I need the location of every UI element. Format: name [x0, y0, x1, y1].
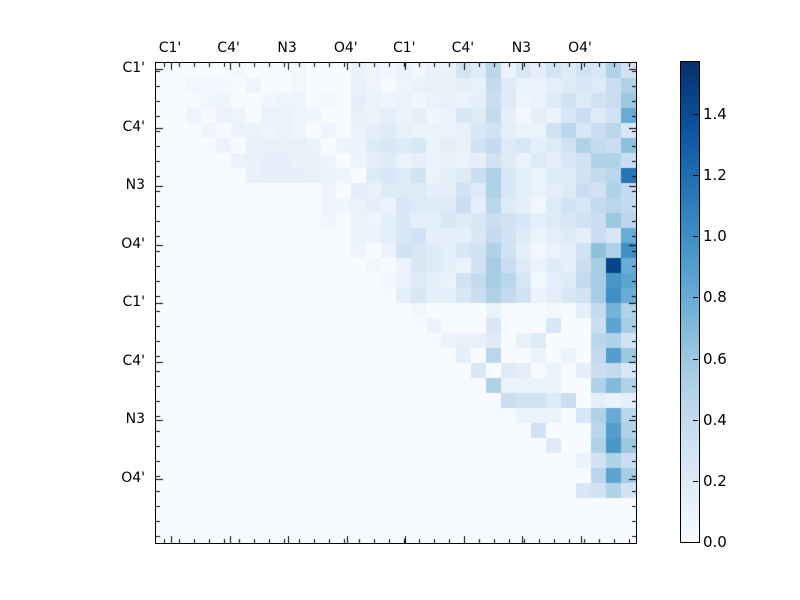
x-axis-tick-label: O4'	[333, 40, 358, 56]
x-axis-tick-label: C1'	[158, 40, 182, 56]
colorbar-tick-label: 0.0	[703, 533, 727, 551]
y-axis-tick-label: C1'	[122, 294, 145, 311]
colorbar	[680, 61, 700, 543]
x-axis-tick-label: N3	[511, 40, 532, 56]
colorbar-tick-mark	[693, 420, 698, 421]
x-axis-tick-label: C4'	[217, 40, 240, 56]
y-axis-tick-label: O4'	[121, 235, 145, 252]
colorbar-tick-label: 0.6	[703, 350, 727, 368]
colorbar-tick-mark	[693, 175, 698, 176]
colorbar-tick-mark	[693, 114, 698, 115]
y-axis-tick-label: C4'	[122, 352, 145, 369]
x-axis-tick-label: O4'	[568, 40, 592, 56]
heatmap-canvas	[156, 63, 636, 543]
colorbar-tick-label: 1.0	[703, 227, 727, 245]
colorbar-tick-label: 1.4	[703, 105, 727, 123]
x-axis-tick-label: C4'	[451, 40, 475, 56]
y-axis-tick-label: N3	[125, 411, 145, 428]
colorbar-tick-label: 0.8	[703, 288, 727, 306]
x-axis-tick-label: N3	[277, 40, 297, 56]
x-axis-tick-label: C1'	[393, 40, 416, 56]
y-axis-tick-label: C4'	[122, 118, 145, 135]
y-axis-tick-label: N3	[125, 177, 145, 194]
colorbar-tick-mark	[693, 297, 698, 298]
colorbar-tick-mark	[693, 542, 698, 543]
colorbar-tick-label: 0.4	[703, 411, 727, 429]
colorbar-tick-mark	[693, 481, 698, 482]
y-axis-tick-label: C1'	[122, 60, 145, 76]
plot-frame	[155, 62, 637, 544]
y-axis-tick-label: O4'	[121, 469, 145, 486]
colorbar-tick-mark	[693, 236, 698, 237]
colorbar-tick-label: 0.2	[703, 472, 727, 490]
colorbar-tick-label: 1.2	[703, 166, 727, 184]
colorbar-tick-mark	[693, 359, 698, 360]
